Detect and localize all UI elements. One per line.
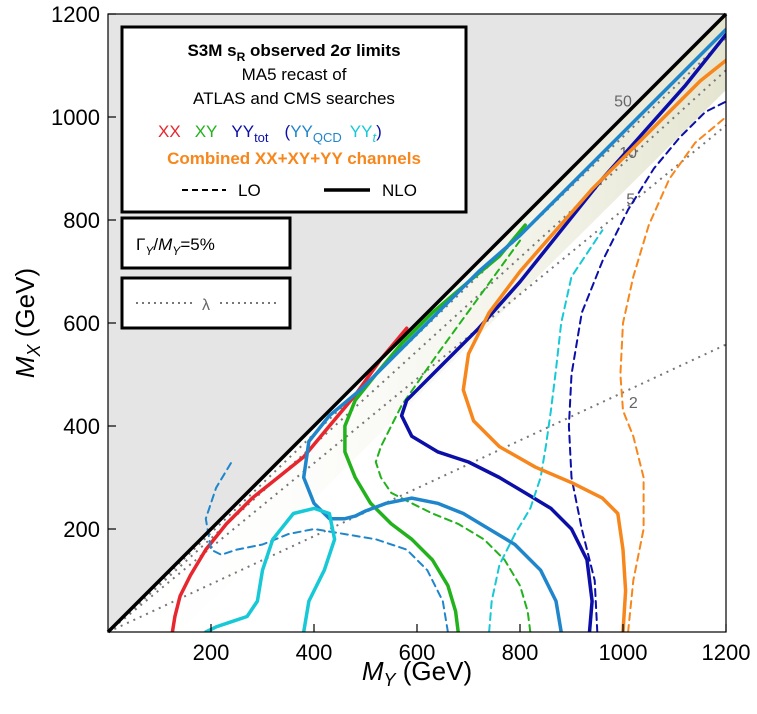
y-tick-label-1: 400 xyxy=(63,414,100,439)
legend-lo-label: LO xyxy=(238,181,261,200)
legend-channels: XX XY YYtot (YYQCD YYt) xyxy=(158,122,382,145)
series-xy-lo xyxy=(374,239,532,632)
x-tick-label-3: 800 xyxy=(502,640,539,665)
lambda-box: λ xyxy=(120,276,292,330)
lambda-label-2: 5 xyxy=(626,192,635,209)
x-tick-label-2: 600 xyxy=(399,640,436,665)
diagonal-line xyxy=(106,12,728,634)
y-tick-label-3: 800 xyxy=(63,208,100,233)
width-label: ΓY/MY=5% xyxy=(136,235,215,258)
y-tick-label-4: 1000 xyxy=(51,105,100,130)
axis-ticks: 200 400 600 800 1000 1200 200 400 600 800 1000 1200 xyxy=(51,2,750,665)
lambda-line-3 xyxy=(108,343,726,632)
x-tick-label-4: 1000 xyxy=(599,640,648,665)
series-yyt-nlo xyxy=(204,506,337,632)
legend-line3: ATLAS and CMS searches xyxy=(193,89,395,108)
x-axis-title: MY (GeV) xyxy=(362,656,472,690)
x-tick-label-0: 200 xyxy=(193,640,230,665)
y-axis-title: MX (GeV) xyxy=(10,268,44,378)
legend-title: S3M sR observed 2σ limits xyxy=(187,41,400,64)
lambda-label-3: 2 xyxy=(629,395,638,412)
legend-box xyxy=(120,25,468,214)
legend: S3M sR observed 2σ limits MA5 recast of … xyxy=(120,25,468,214)
exclusion-curves xyxy=(170,27,726,632)
y-tick-label-2: 600 xyxy=(63,311,100,336)
width-box: ΓY/MY=5% xyxy=(120,216,292,270)
x-tick-label-1: 400 xyxy=(296,640,333,665)
legend-combined: Combined XX+XY+YY channels xyxy=(167,149,421,168)
x-tick-label-5: 1200 xyxy=(702,640,751,665)
y-tick-label-5: 1200 xyxy=(51,2,100,27)
lambda-symbol: λ xyxy=(202,297,210,314)
series-yyqcd-nlo xyxy=(301,27,726,632)
series-yyt-lo xyxy=(488,229,604,632)
series-combined-nlo xyxy=(461,58,726,632)
y-tick-label-0: 200 xyxy=(63,517,100,542)
legend-nlo-label: NLO xyxy=(382,181,417,200)
series-yyqcd-lo xyxy=(204,461,449,632)
series-xy-nlo xyxy=(343,223,527,632)
series-combined-lo xyxy=(619,116,726,632)
lambda-label-0: 50 xyxy=(614,94,632,111)
legend-line2: MA5 recast of xyxy=(242,65,347,84)
